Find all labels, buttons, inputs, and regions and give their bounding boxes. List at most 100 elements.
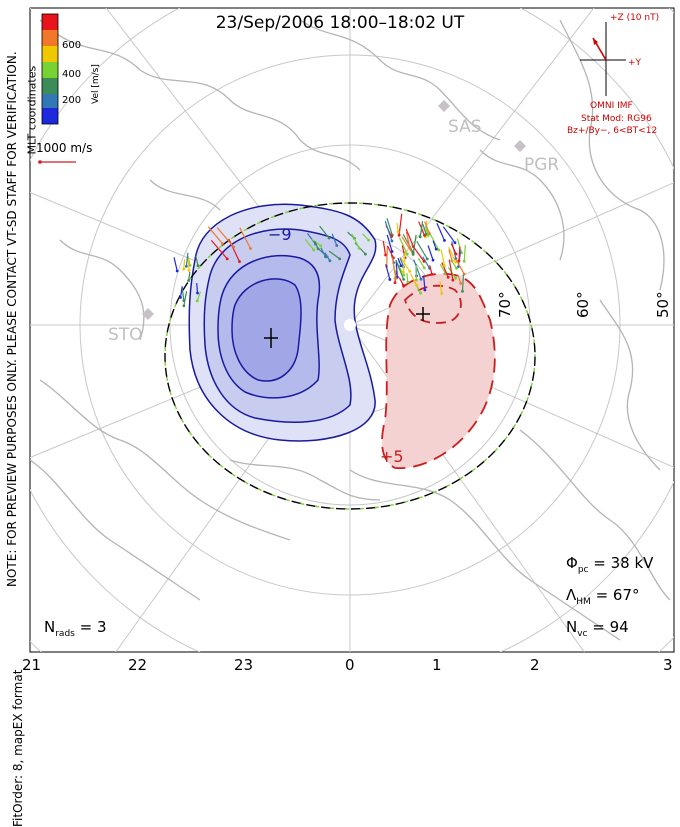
velocity-vector-origin xyxy=(459,282,462,285)
velocity-vector-origin xyxy=(431,273,434,276)
velocity-vector-origin xyxy=(402,271,405,274)
mlt-tick-22: 22 xyxy=(128,656,147,674)
convection-map: SAS PGR STO −9 +5 xyxy=(0,0,680,674)
velocity-vector-origin xyxy=(455,253,458,256)
latitude-label-50: 50° xyxy=(654,291,672,318)
velocity-vector-origin xyxy=(420,278,423,281)
velocity-vector-origin xyxy=(406,253,409,256)
velocity-vector-origin xyxy=(188,269,191,272)
colorbar-bin-6 xyxy=(42,94,58,108)
imf-by-label: +Y xyxy=(628,58,642,68)
scale-vector-label: 1000 m/s xyxy=(36,141,92,155)
magnetic-pole xyxy=(344,319,356,331)
velocity-vector-origin xyxy=(402,284,405,287)
mlt-tick-2: 2 xyxy=(530,656,540,674)
velocity-vector-origin xyxy=(440,292,443,295)
velocity-vector-origin xyxy=(402,278,405,281)
velocity-vector-origin xyxy=(451,279,454,282)
colorbar-bin-5 xyxy=(42,78,58,94)
station-sto-label: STO xyxy=(108,325,143,345)
imf-model: Stat Mod: RG96 xyxy=(581,114,652,124)
velocity-vector-origin xyxy=(412,253,415,256)
mlt-tick-1: 1 xyxy=(432,656,442,674)
velocity-vector-origin xyxy=(197,264,200,267)
velocity-vector-origin xyxy=(394,281,397,284)
velocity-vector-origin xyxy=(400,264,403,267)
page-title: 23/Sep/2006 18:00–18:02 UT xyxy=(216,13,465,33)
velocity-vector-origin xyxy=(455,267,458,270)
velocity-vector-origin xyxy=(419,235,422,238)
velocity-vector-origin xyxy=(364,253,367,256)
mlt-axis: 21 22 23 0 1 2 3 xyxy=(22,656,673,674)
colorbar-tick-600: 600 xyxy=(62,40,81,51)
velocity-vector-origin xyxy=(419,292,422,295)
velocity-vector-origin xyxy=(367,239,370,242)
colorbar-tick-400: 400 xyxy=(62,69,81,80)
velocity-vector-origin xyxy=(424,289,427,292)
velocity-vector-origin xyxy=(196,292,199,295)
stat-nrads: Nrads = 3 xyxy=(44,618,107,639)
velocity-vector-origin xyxy=(443,239,446,242)
velocity-vector-origin xyxy=(454,241,457,244)
negative-contour-label: −9 xyxy=(268,225,292,244)
imf-source: OMNI IMF xyxy=(590,101,633,111)
station-pgr-label: PGR xyxy=(524,155,559,175)
velocity-vector-origin xyxy=(398,234,401,237)
velocity-vector-origin xyxy=(182,304,185,307)
velocity-vector-origin xyxy=(358,247,361,250)
station-sas-label: SAS xyxy=(448,117,482,137)
colorbar-tick-200: 200 xyxy=(62,95,81,106)
velocity-vector-origin xyxy=(432,259,435,262)
velocity-vector-origin xyxy=(312,249,315,252)
velocity-vector-origin xyxy=(391,240,394,243)
velocity-vector-origin xyxy=(458,259,461,262)
velocity-vector-origin xyxy=(406,281,409,284)
velocity-vector-origin xyxy=(317,247,320,250)
colorbar-label: Vel [m/s] xyxy=(91,64,101,104)
velocity-vector-origin xyxy=(427,234,430,237)
colorbar-bin-2 xyxy=(42,30,58,46)
velocity-vector xyxy=(197,283,198,293)
colorbar-bin-1 xyxy=(42,14,58,30)
velocity-vector-origin xyxy=(394,277,397,280)
velocity-vector-origin xyxy=(319,244,322,247)
colorbar-bin-4 xyxy=(42,62,58,78)
latitude-label-60: 60° xyxy=(574,291,592,318)
velocity-vector xyxy=(184,259,185,269)
velocity-vector-origin xyxy=(391,250,394,253)
velocity-vector-origin xyxy=(454,277,457,280)
velocity-vector-origin xyxy=(437,249,440,252)
colorbar-bin-7 xyxy=(42,108,58,124)
velocity-vector-origin xyxy=(221,242,224,245)
latitude-label-70: 70° xyxy=(496,291,514,318)
stat-nvc: Nvc = 94 xyxy=(566,618,629,639)
velocity-vector-origin xyxy=(176,270,179,273)
velocity-vector-origin xyxy=(338,257,341,260)
velocity-vector-origin xyxy=(415,279,418,282)
mlt-tick-23: 23 xyxy=(234,656,253,674)
velocity-vector xyxy=(387,247,388,267)
velocity-vector-origin xyxy=(187,279,190,282)
fit-order-label: FitOrder: 8, mapEX format xyxy=(11,267,25,827)
coordinate-system-label: MLT coordinates xyxy=(26,15,39,155)
velocity-vector-origin xyxy=(415,284,418,287)
velocity-vector-origin xyxy=(423,260,426,263)
velocity-vector-origin xyxy=(182,268,185,271)
velocity-vector-origin xyxy=(447,276,450,279)
mlt-tick-3: 3 xyxy=(663,656,673,674)
velocity-vector-origin xyxy=(232,246,235,249)
velocity-vector-origin xyxy=(249,247,252,250)
velocity-vector-origin xyxy=(388,278,391,281)
imf-bz-label: +Z (10 nT) xyxy=(610,13,659,23)
velocity-vector-origin xyxy=(182,299,185,302)
velocity-vector-origin xyxy=(179,296,182,299)
velocity-vector-origin xyxy=(328,237,331,240)
velocity-vector-origin xyxy=(238,260,241,263)
imf-condition: Bz+/By−, 6<BT<12 xyxy=(567,126,657,136)
velocity-vector-origin xyxy=(423,266,426,269)
velocity-vector-origin xyxy=(408,246,411,249)
velocity-vector-origin xyxy=(185,265,188,268)
velocity-vector-origin xyxy=(463,273,466,276)
velocity-vector-origin xyxy=(461,290,464,293)
velocity-vector-origin xyxy=(443,264,446,267)
